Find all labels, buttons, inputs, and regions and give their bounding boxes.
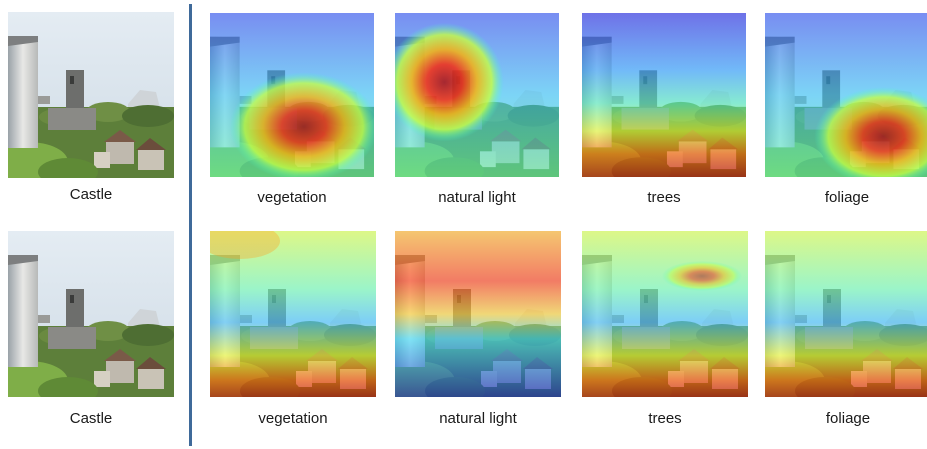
heatmap-image (765, 13, 927, 177)
heatmap-caption: trees (647, 189, 681, 206)
heatmap-caption: foliage (825, 410, 871, 427)
heatmap-image (582, 13, 746, 177)
source-photo (8, 231, 174, 397)
source-caption: Castle (69, 186, 113, 203)
heatmap-caption: vegetation (258, 410, 328, 427)
heatmap-image (395, 13, 559, 177)
source-photo (8, 12, 174, 178)
heatmap-caption: foliage (824, 189, 870, 206)
heatmap-image (582, 231, 748, 397)
heatmap-caption: natural light (439, 410, 517, 427)
heatmap-caption: trees (648, 410, 682, 427)
heatmap-caption: vegetation (257, 189, 327, 206)
heatmap-image (210, 13, 374, 177)
source-caption: Castle (69, 410, 113, 427)
column-divider (189, 4, 192, 446)
heatmap-image (210, 231, 376, 397)
heatmap-caption: natural light (438, 189, 516, 206)
heatmap-image (765, 231, 927, 397)
heatmap-image (395, 231, 561, 397)
